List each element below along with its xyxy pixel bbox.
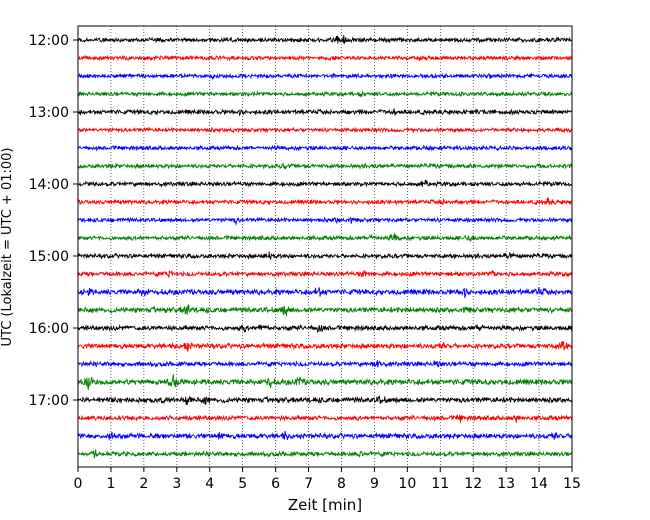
trace-1330: [77, 144, 573, 152]
x-tick-label: 7: [304, 476, 313, 492]
trace-1400: [77, 179, 573, 188]
trace-1745: [77, 449, 573, 459]
trace-1300: [77, 108, 573, 116]
y-axis-ticks: 12:00 13:00 14:00 15:00 16:00 17:00: [29, 33, 78, 409]
x-tick-label: 15: [563, 476, 581, 492]
trace-1615: [77, 341, 573, 352]
x-tick-label: 12: [464, 476, 482, 492]
trace-1545: [77, 304, 573, 317]
trace-1415: [77, 197, 573, 206]
x-tick-label: 9: [370, 476, 379, 492]
trace-1730: [77, 430, 573, 441]
y-axis-label: UTC (Lokalzeit = UTC + 01:00): [0, 148, 15, 347]
x-tick-label: 13: [497, 476, 515, 492]
trace-1515: [77, 269, 573, 278]
x-axis-label: Zeit [min]: [288, 496, 362, 514]
y-tick-label: 15:00: [29, 249, 69, 265]
x-tick-label: 6: [271, 476, 280, 492]
y-tick-label: 13:00: [29, 105, 69, 121]
y-tick-label: 14:00: [29, 177, 69, 193]
x-tick-label: 0: [74, 476, 83, 492]
seismogram-traces: [77, 35, 573, 459]
x-tick-label: 14: [530, 476, 548, 492]
trace-1200: [77, 35, 573, 45]
trace-1715: [77, 414, 573, 424]
trace-1600: [77, 323, 573, 333]
x-tick-label: 10: [398, 476, 416, 492]
trace-1500: [77, 251, 573, 260]
x-tick-label: 11: [431, 476, 449, 492]
trace-1315: [77, 126, 573, 134]
trace-1700: [77, 395, 573, 405]
x-tick-label: 4: [205, 476, 214, 492]
x-tick-label: 3: [172, 476, 181, 492]
trace-1645: [77, 374, 573, 391]
x-tick-label: 2: [139, 476, 148, 492]
trace-1245: [77, 90, 573, 98]
x-axis-ticks: 0 1 2 3 4 5 6 7 8 9 10 11 12 13 14 15: [74, 467, 581, 492]
plot-frame: [77, 25, 573, 468]
trace-1230: [77, 72, 573, 81]
y-tick-label: 12:00: [29, 33, 69, 49]
trace-1345: [77, 161, 573, 171]
trace-1430: [77, 216, 573, 226]
x-tick-label: 1: [106, 476, 115, 492]
trace-1445: [77, 233, 573, 242]
trace-1630: [77, 359, 573, 368]
trace-1530: [77, 287, 573, 299]
y-tick-label: 17:00: [29, 393, 69, 409]
y-tick-label: 16:00: [29, 321, 69, 337]
trace-1215: [77, 54, 573, 62]
x-tick-label: 5: [238, 476, 247, 492]
x-tick-label: 8: [337, 476, 346, 492]
